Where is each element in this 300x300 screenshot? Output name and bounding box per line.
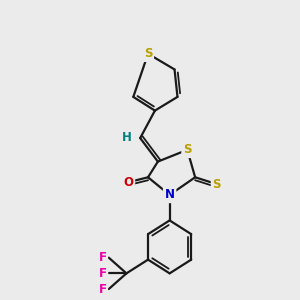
Text: S: S (212, 178, 221, 190)
Text: F: F (99, 251, 107, 264)
Text: S: S (183, 143, 191, 156)
Text: H: H (122, 130, 131, 144)
Text: N: N (165, 188, 175, 201)
Text: O: O (123, 176, 134, 189)
Text: F: F (99, 283, 107, 296)
Text: S: S (144, 47, 152, 60)
Text: F: F (99, 267, 107, 280)
